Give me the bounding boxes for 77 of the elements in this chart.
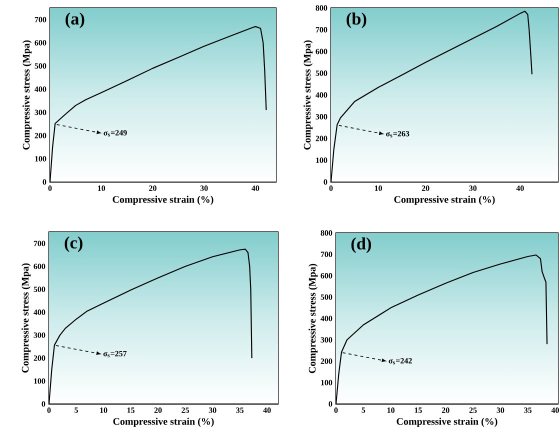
y-tick-label: 100	[321, 380, 332, 386]
y-tick-label: 300	[34, 110, 46, 116]
y-tick-label: 0	[328, 401, 332, 407]
y-tick-label: 400	[34, 310, 46, 315]
x-axis-title: Compressive strain (%)	[113, 418, 214, 427]
x-tick-label: 15	[414, 408, 422, 413]
y-tick-label: 600	[34, 264, 46, 270]
y-axis-title: Compressive stress (Mpa)	[22, 263, 31, 373]
x-tick-label: 20	[442, 408, 450, 413]
y-tick-label: 200	[320, 358, 332, 364]
y-tick-label: 700	[316, 27, 328, 32]
chart-title: (c)	[64, 236, 82, 252]
x-tick-label: 25	[182, 408, 190, 413]
chart-title: (a)	[66, 12, 84, 28]
x-tick-label: 20	[422, 186, 430, 191]
annotation: σ$_{s}$=263	[386, 130, 410, 138]
x-tick-label: 10	[100, 408, 108, 413]
y-tick-label: 500	[320, 294, 332, 300]
x-tick-label: 0	[47, 408, 51, 413]
x-tick-label: 35	[236, 408, 244, 413]
x-axis-title: Compressive strain (%)	[112, 196, 214, 205]
y-tick-label: 600	[316, 48, 328, 54]
x-tick-label: 5	[362, 408, 366, 413]
x-tick-label: 30	[469, 186, 477, 191]
x-tick-label: 10	[98, 186, 106, 191]
y-tick-label: 100	[316, 158, 328, 163]
y-axis-title: Compressive stress (Mpa)	[22, 40, 32, 150]
x-tick-label: 20	[154, 408, 162, 413]
y-tick-label: 700	[34, 16, 46, 22]
y-tick-label: 500	[316, 70, 328, 76]
y-tick-label: 400	[34, 86, 46, 92]
y-tick-label: 100	[35, 156, 46, 162]
x-axis-title: Compressive strain (%)	[396, 418, 498, 427]
annotation: σ$_{s}$=242	[388, 358, 412, 364]
x-tick-label: 25	[469, 408, 477, 413]
y-tick-label: 0	[42, 179, 46, 185]
x-tick-label: 0	[48, 186, 52, 191]
y-tick-label: 100	[34, 378, 46, 384]
y-tick-label: 600	[320, 273, 332, 278]
x-tick-label: 20	[149, 186, 156, 191]
x-tick-label: 5	[74, 408, 78, 413]
x-tick-label: 40	[516, 186, 524, 191]
y-tick-label: 700	[320, 252, 332, 258]
y-tick-label: 300	[34, 332, 46, 338]
x-tick-label: 30	[208, 408, 216, 413]
y-tick-label: 200	[316, 136, 328, 142]
x-tick-label: 15	[127, 408, 134, 413]
x-axis-title: Compressive strain (%)	[394, 196, 495, 205]
y-tick-label: 200	[34, 132, 46, 138]
x-tick-label: 30	[496, 408, 504, 413]
y-tick-label: 400	[316, 92, 328, 98]
y-tick-label: 400	[320, 316, 332, 322]
x-tick-label: 40	[252, 186, 260, 191]
y-tick-label: 500	[34, 63, 46, 69]
y-tick-label: 0	[42, 401, 46, 407]
chart-title: (b)	[346, 12, 366, 28]
y-tick-label: 800	[316, 5, 328, 11]
x-tick-label: 0	[334, 408, 338, 413]
y-axis-title: Compressive stress (Mpa)	[304, 40, 313, 150]
y-tick-label: 700	[34, 240, 46, 246]
y-axis-title: Compressive stress (Mpa)	[308, 264, 318, 374]
y-tick-label: 500	[34, 286, 46, 292]
y-tick-label: 200	[34, 355, 46, 361]
x-tick-label: 40	[551, 408, 559, 413]
y-tick-label: 300	[316, 114, 328, 120]
y-tick-label: 0	[324, 179, 328, 185]
x-tick-label: 10	[374, 186, 382, 191]
x-tick-label: 10	[387, 408, 395, 413]
annotation: σ$_{s}$=249	[104, 130, 127, 136]
annotation: σ$_{s}$=257	[103, 350, 127, 358]
y-tick-label: 300	[320, 337, 332, 343]
y-tick-label: 600	[34, 40, 46, 46]
chart-title: (d)	[351, 237, 371, 254]
x-tick-label: 40	[263, 408, 271, 413]
y-tick-label: 800	[320, 230, 332, 236]
x-tick-label: 30	[200, 186, 208, 191]
x-tick-label: 35	[524, 408, 532, 413]
